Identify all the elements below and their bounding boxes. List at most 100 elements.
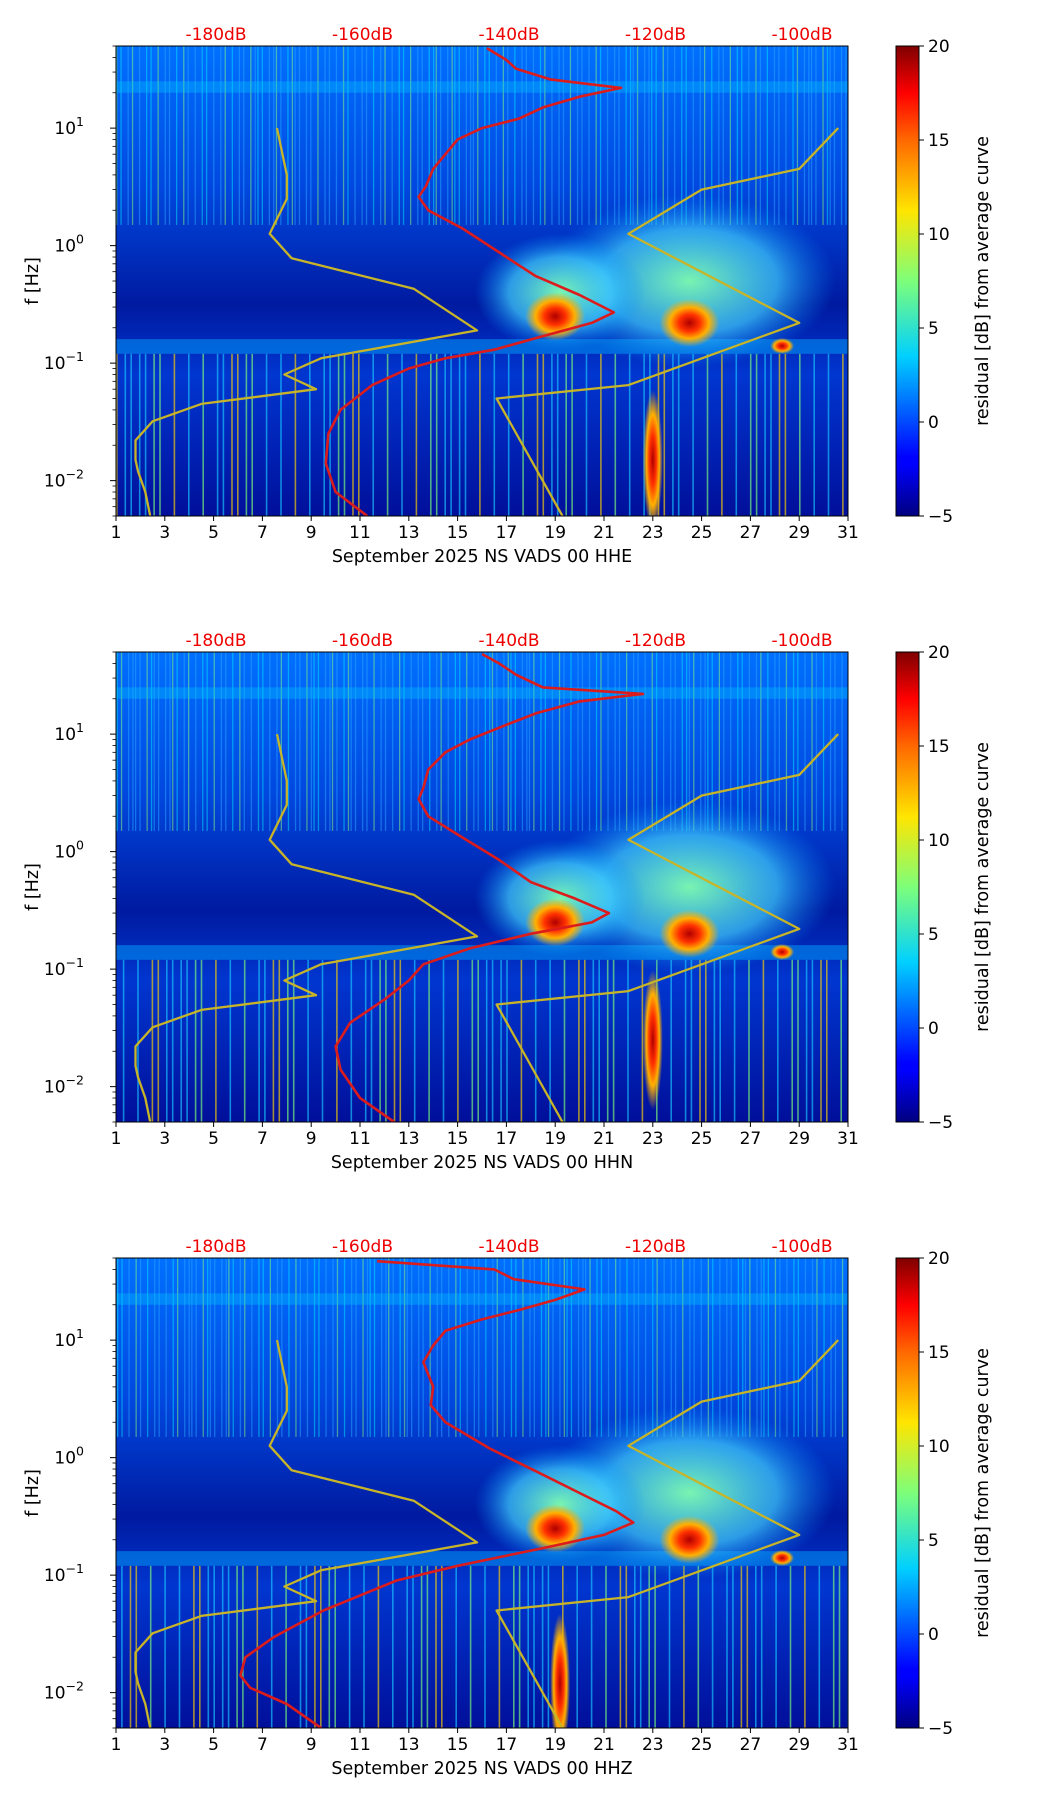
noise-streak xyxy=(214,1258,216,1437)
noise-streak xyxy=(243,46,245,225)
noise-streak xyxy=(348,1565,351,1728)
noise-streak xyxy=(628,353,631,516)
colorbar-tick-label: −5 xyxy=(928,1113,953,1133)
y-tick-exponent: 1 xyxy=(76,720,84,735)
noise-streak xyxy=(688,652,690,831)
noise-streak xyxy=(735,353,738,516)
x-tick-label: 25 xyxy=(691,1129,713,1149)
noise-streak xyxy=(144,353,147,516)
noise-streak xyxy=(541,1565,544,1728)
noise-streak xyxy=(648,46,650,225)
noise-streak xyxy=(742,1258,744,1437)
noise-streak xyxy=(803,46,806,225)
noise-streak xyxy=(600,353,602,516)
noise-streak xyxy=(157,46,159,225)
noise-streak xyxy=(227,1565,230,1728)
noise-streak xyxy=(120,652,123,831)
noise-streak xyxy=(811,1258,814,1437)
y-tick-label: 101 xyxy=(54,114,84,139)
noise-streak xyxy=(307,959,309,1122)
noise-streak xyxy=(410,652,412,831)
noise-streak xyxy=(834,1258,837,1437)
noise-streak xyxy=(677,353,680,516)
noise-streak xyxy=(229,959,232,1122)
noise-streak xyxy=(556,353,559,516)
noise-streak xyxy=(804,1258,807,1437)
noise-streak xyxy=(362,1258,364,1437)
noise-streak xyxy=(792,46,794,225)
noise-streak xyxy=(216,353,219,516)
noise-streak xyxy=(533,1258,535,1437)
noise-streak xyxy=(169,652,171,831)
y-tick-exponent: −1 xyxy=(66,955,84,970)
noise-streak xyxy=(135,1258,137,1437)
noise-streak xyxy=(318,1258,320,1437)
noise-streak xyxy=(744,1258,747,1437)
x-tick-label: 9 xyxy=(306,1129,317,1149)
noise-streak xyxy=(278,959,281,1122)
noise-streak xyxy=(820,959,822,1122)
x-tick-label: 3 xyxy=(159,1129,170,1149)
noise-streak xyxy=(518,1565,521,1728)
noise-streak xyxy=(633,1258,635,1437)
y-tick-exponent: −2 xyxy=(66,1679,84,1694)
noise-streak xyxy=(692,46,694,225)
noise-streak xyxy=(845,46,847,225)
noise-streak xyxy=(354,652,357,831)
y-tick-label: 10−1 xyxy=(44,349,84,374)
noise-streak xyxy=(458,46,460,225)
noise-streak xyxy=(551,46,553,225)
y-tick-exponent: 0 xyxy=(76,1444,84,1459)
noise-streak xyxy=(191,1258,193,1437)
noise-streak xyxy=(544,46,546,225)
noise-streak xyxy=(663,652,665,831)
noise-streak xyxy=(526,652,528,831)
noise-streak xyxy=(415,353,418,516)
noise-streak xyxy=(373,652,375,831)
noise-streak xyxy=(552,1258,554,1437)
noise-streak xyxy=(188,652,190,831)
x-tick-label: 1 xyxy=(111,1129,122,1149)
noise-streak xyxy=(320,1565,322,1728)
noise-streak xyxy=(268,46,270,225)
noise-streak xyxy=(682,1258,684,1437)
noise-streak xyxy=(760,1565,763,1728)
noise-streak xyxy=(305,46,308,225)
noise-streak xyxy=(834,652,836,831)
noise-streak xyxy=(746,1565,749,1728)
colorbar-tick-label: 20 xyxy=(928,1249,950,1269)
noise-streak xyxy=(220,652,222,831)
noise-streak xyxy=(172,1258,174,1437)
noise-streak xyxy=(563,1258,565,1437)
noise-streak xyxy=(336,1258,339,1437)
noise-streak xyxy=(201,46,203,225)
noise-streak xyxy=(310,46,312,225)
noise-streak xyxy=(804,652,806,831)
noise-streak xyxy=(435,46,437,225)
noise-streak xyxy=(441,1565,443,1728)
noise-streak xyxy=(558,652,561,831)
noise-streak xyxy=(429,652,431,831)
noise-streak xyxy=(520,959,523,1122)
y-tick-label: 101 xyxy=(54,720,84,745)
noise-streak xyxy=(842,353,844,516)
noise-streak xyxy=(741,46,743,225)
noise-streak xyxy=(225,1258,227,1437)
x-tick-label: 23 xyxy=(642,523,664,543)
noise-streak xyxy=(455,1258,457,1437)
noise-streak xyxy=(779,1258,781,1437)
colorbar-tick-label: 5 xyxy=(928,319,939,339)
noise-streak xyxy=(435,1565,437,1728)
noise-streak xyxy=(342,46,345,225)
colorbar-label: residual [dB] from average curve xyxy=(973,136,993,426)
noise-streak xyxy=(373,1258,376,1437)
y-tick-label: 100 xyxy=(54,838,84,863)
noise-streak xyxy=(563,652,565,831)
x-tick-label: 11 xyxy=(349,1129,371,1149)
noise-streak xyxy=(663,353,666,516)
noise-streak xyxy=(675,1258,677,1437)
colorbar-tick-label: 0 xyxy=(928,413,939,433)
noise-streak xyxy=(391,46,393,225)
noise-streak xyxy=(507,652,509,831)
noise-streak xyxy=(527,1565,529,1728)
